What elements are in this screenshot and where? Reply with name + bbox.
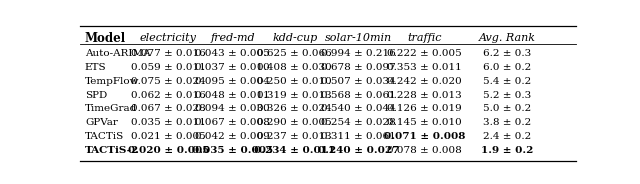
Text: kdd-cup: kdd-cup xyxy=(272,33,317,43)
Text: Model: Model xyxy=(85,32,126,45)
Text: 0.071 ± 0.008: 0.071 ± 0.008 xyxy=(384,132,465,141)
Text: 0.043 ± 0.005: 0.043 ± 0.005 xyxy=(195,49,270,59)
Text: 0.059 ± 0.011: 0.059 ± 0.011 xyxy=(131,63,205,72)
Text: 0.326 ± 0.024: 0.326 ± 0.024 xyxy=(257,105,332,113)
Text: fred-md: fred-md xyxy=(211,33,255,43)
Text: TimeGrad: TimeGrad xyxy=(85,105,137,113)
Text: 0.311 ± 0.061: 0.311 ± 0.061 xyxy=(321,132,396,141)
Text: 0.075 ± 0.024: 0.075 ± 0.024 xyxy=(131,77,205,86)
Text: 0.021 ± 0.005: 0.021 ± 0.005 xyxy=(131,132,205,141)
Text: 0.035 ± 0.005: 0.035 ± 0.005 xyxy=(192,146,273,155)
Text: traffic: traffic xyxy=(408,33,442,43)
Text: 0.540 ± 0.044: 0.540 ± 0.044 xyxy=(321,105,396,113)
Text: electricity: electricity xyxy=(140,33,196,43)
Text: 3.8 ± 0.2: 3.8 ± 0.2 xyxy=(483,118,532,127)
Text: 0.254 ± 0.028: 0.254 ± 0.028 xyxy=(321,118,396,127)
Text: 0.568 ± 0.061: 0.568 ± 0.061 xyxy=(321,91,396,100)
Text: 0.625 ± 0.066: 0.625 ± 0.066 xyxy=(257,49,332,59)
Text: Auto-ARIMA: Auto-ARIMA xyxy=(85,49,150,59)
Text: ETS: ETS xyxy=(85,63,107,72)
Text: GPVar: GPVar xyxy=(85,118,118,127)
Text: 0.126 ± 0.019: 0.126 ± 0.019 xyxy=(387,105,462,113)
Text: 0.353 ± 0.011: 0.353 ± 0.011 xyxy=(387,63,462,72)
Text: 0.042 ± 0.009: 0.042 ± 0.009 xyxy=(195,132,270,141)
Text: 0.078 ± 0.008: 0.078 ± 0.008 xyxy=(387,146,462,155)
Text: 0.250 ± 0.010: 0.250 ± 0.010 xyxy=(257,77,332,86)
Text: 0.094 ± 0.030: 0.094 ± 0.030 xyxy=(195,105,270,113)
Text: 0.037 ± 0.010: 0.037 ± 0.010 xyxy=(195,63,270,72)
Text: 0.228 ± 0.013: 0.228 ± 0.013 xyxy=(387,91,462,100)
Text: 5.0 ± 0.2: 5.0 ± 0.2 xyxy=(483,105,532,113)
Text: 5.4 ± 0.2: 5.4 ± 0.2 xyxy=(483,77,532,86)
Text: 0.234 ± 0.011: 0.234 ± 0.011 xyxy=(254,146,335,155)
Text: 0.290 ± 0.005: 0.290 ± 0.005 xyxy=(257,118,332,127)
Text: 0.145 ± 0.010: 0.145 ± 0.010 xyxy=(387,118,462,127)
Text: 5.2 ± 0.3: 5.2 ± 0.3 xyxy=(483,91,532,100)
Text: 2.4 ± 0.2: 2.4 ± 0.2 xyxy=(483,132,532,141)
Text: 0.020 ± 0.005: 0.020 ± 0.005 xyxy=(127,146,209,155)
Text: TACTiS-2: TACTiS-2 xyxy=(85,146,140,155)
Text: 0.237 ± 0.013: 0.237 ± 0.013 xyxy=(257,132,332,141)
Text: 0.077 ± 0.016: 0.077 ± 0.016 xyxy=(131,49,205,59)
Text: 0.067 ± 0.008: 0.067 ± 0.008 xyxy=(195,118,270,127)
Text: 0.507 ± 0.034: 0.507 ± 0.034 xyxy=(321,77,396,86)
Text: 0.035 ± 0.011: 0.035 ± 0.011 xyxy=(131,118,205,127)
Text: 0.062 ± 0.016: 0.062 ± 0.016 xyxy=(131,91,205,100)
Text: SPD: SPD xyxy=(85,91,108,100)
Text: 0.319 ± 0.013: 0.319 ± 0.013 xyxy=(257,91,332,100)
Text: 0.222 ± 0.005: 0.222 ± 0.005 xyxy=(387,49,462,59)
Text: 6.0 ± 0.2: 6.0 ± 0.2 xyxy=(483,63,532,72)
Text: 6.2 ± 0.3: 6.2 ± 0.3 xyxy=(483,49,532,59)
Text: 0.408 ± 0.030: 0.408 ± 0.030 xyxy=(257,63,332,72)
Text: Avg. Rank: Avg. Rank xyxy=(479,33,536,43)
Text: 0.095 ± 0.004: 0.095 ± 0.004 xyxy=(195,77,270,86)
Text: 0.242 ± 0.020: 0.242 ± 0.020 xyxy=(387,77,462,86)
Text: 1.9 ± 0.2: 1.9 ± 0.2 xyxy=(481,146,534,155)
Text: 0.048 ± 0.011: 0.048 ± 0.011 xyxy=(195,91,270,100)
Text: 0.067 ± 0.028: 0.067 ± 0.028 xyxy=(131,105,205,113)
Text: 0.994 ± 0.216: 0.994 ± 0.216 xyxy=(321,49,396,59)
Text: TempFlow: TempFlow xyxy=(85,77,140,86)
Text: 0.240 ± 0.027: 0.240 ± 0.027 xyxy=(318,146,399,155)
Text: solar-10min: solar-10min xyxy=(325,33,392,43)
Text: TACTiS: TACTiS xyxy=(85,132,124,141)
Text: 0.678 ± 0.097: 0.678 ± 0.097 xyxy=(321,63,396,72)
